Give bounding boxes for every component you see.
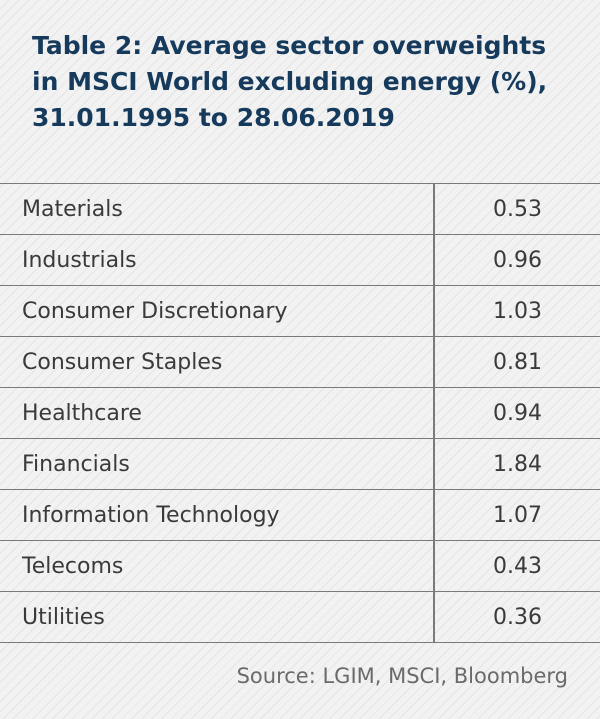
sector-label: Telecoms <box>0 540 435 592</box>
sector-value: 1.07 <box>434 489 600 541</box>
sector-value: 0.94 <box>434 387 600 439</box>
sector-value: 0.43 <box>434 540 600 592</box>
title-line-3: 31.01.1995 to 28.06.2019 <box>32 103 395 132</box>
table-title: Table 2: Average sector overweights in M… <box>32 28 577 136</box>
table-row: Industrials 0.96 <box>0 234 600 286</box>
table-row: Financials 1.84 <box>0 438 600 490</box>
sector-label: Industrials <box>0 234 435 286</box>
sector-value: 1.84 <box>434 438 600 490</box>
table-row: Materials 0.53 <box>0 183 600 235</box>
sector-value: 0.53 <box>434 183 600 235</box>
table-row: Telecoms 0.43 <box>0 540 600 592</box>
sector-label: Utilities <box>0 591 435 643</box>
sector-label: Consumer Staples <box>0 336 435 388</box>
table-row: Information Technology 1.07 <box>0 489 600 541</box>
source-note: Source: LGIM, MSCI, Bloomberg <box>236 664 568 688</box>
sector-value: 0.81 <box>434 336 600 388</box>
table-row: Consumer Discretionary 1.03 <box>0 285 600 337</box>
sector-overweights-table: Materials 0.53 Industrials 0.96 Consumer… <box>0 183 600 643</box>
title-line-2: in MSCI World excluding energy (%), <box>32 67 548 96</box>
sector-label: Healthcare <box>0 387 435 439</box>
sector-value: 0.36 <box>434 591 600 643</box>
title-line-1: Table 2: Average sector overweights <box>32 31 547 60</box>
table-row: Consumer Staples 0.81 <box>0 336 600 388</box>
sector-value: 1.03 <box>434 285 600 337</box>
sector-label: Information Technology <box>0 489 435 541</box>
table-row: Utilities 0.36 <box>0 591 600 643</box>
sector-label: Consumer Discretionary <box>0 285 435 337</box>
table-row: Healthcare 0.94 <box>0 387 600 439</box>
sector-value: 0.96 <box>434 234 600 286</box>
sector-label: Financials <box>0 438 435 490</box>
sector-label: Materials <box>0 183 435 235</box>
